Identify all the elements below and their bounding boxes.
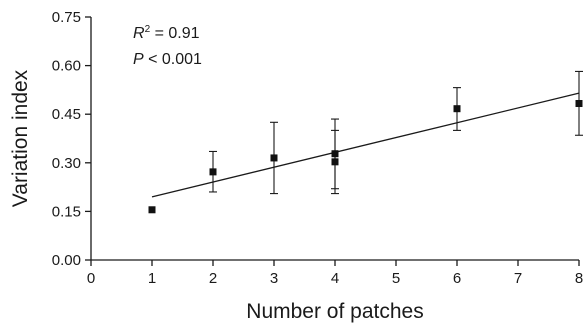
y-tick-label: 0.30	[52, 155, 81, 172]
regression	[151, 92, 580, 198]
data-point	[331, 158, 339, 166]
error-bars	[209, 70, 583, 195]
r-squared-value: = 0.91	[150, 25, 199, 42]
data-point	[270, 154, 278, 162]
r-symbol: R	[133, 25, 145, 42]
x-tick-label: 3	[270, 270, 278, 287]
x-tick-label: 5	[392, 270, 400, 287]
data-point	[575, 100, 583, 108]
y-tick-label: 0.75	[52, 9, 81, 26]
y-tick-label: 0.15	[52, 203, 81, 220]
data-point	[453, 105, 461, 113]
x-axis-title: Number of patches	[246, 300, 423, 323]
x-tick-label: 2	[209, 270, 217, 287]
regression-line	[151, 92, 580, 198]
x-tick-label: 7	[514, 270, 522, 287]
data-points	[148, 100, 583, 214]
x-tick-label: 1	[148, 270, 156, 287]
y-tick-label: 0.45	[52, 106, 81, 123]
x-tick-label: 8	[575, 270, 583, 287]
x-ticks: 0 1 2 3 4 5 6 7 8	[87, 260, 583, 287]
data-point	[331, 150, 339, 158]
y-tick-label: 0.60	[52, 58, 81, 75]
r-squared-superscript: 2	[145, 24, 151, 35]
r-squared-annotation: R2 = 0.91	[133, 24, 200, 42]
y-tick-label: 0.00	[52, 252, 81, 269]
x-tick-label: 4	[331, 270, 339, 287]
x-tick-label: 0	[87, 270, 95, 287]
y-ticks: 0.00 0.15 0.30 0.45 0.60 0.75	[52, 9, 91, 269]
y-axis-title: Variation index	[9, 69, 32, 207]
p-value-annotation: P < 0.001	[133, 51, 202, 68]
data-point	[148, 206, 156, 214]
data-point	[209, 168, 217, 176]
x-tick-label: 6	[453, 270, 461, 287]
p-symbol: P	[133, 51, 144, 68]
p-value-text: < 0.001	[144, 51, 202, 68]
